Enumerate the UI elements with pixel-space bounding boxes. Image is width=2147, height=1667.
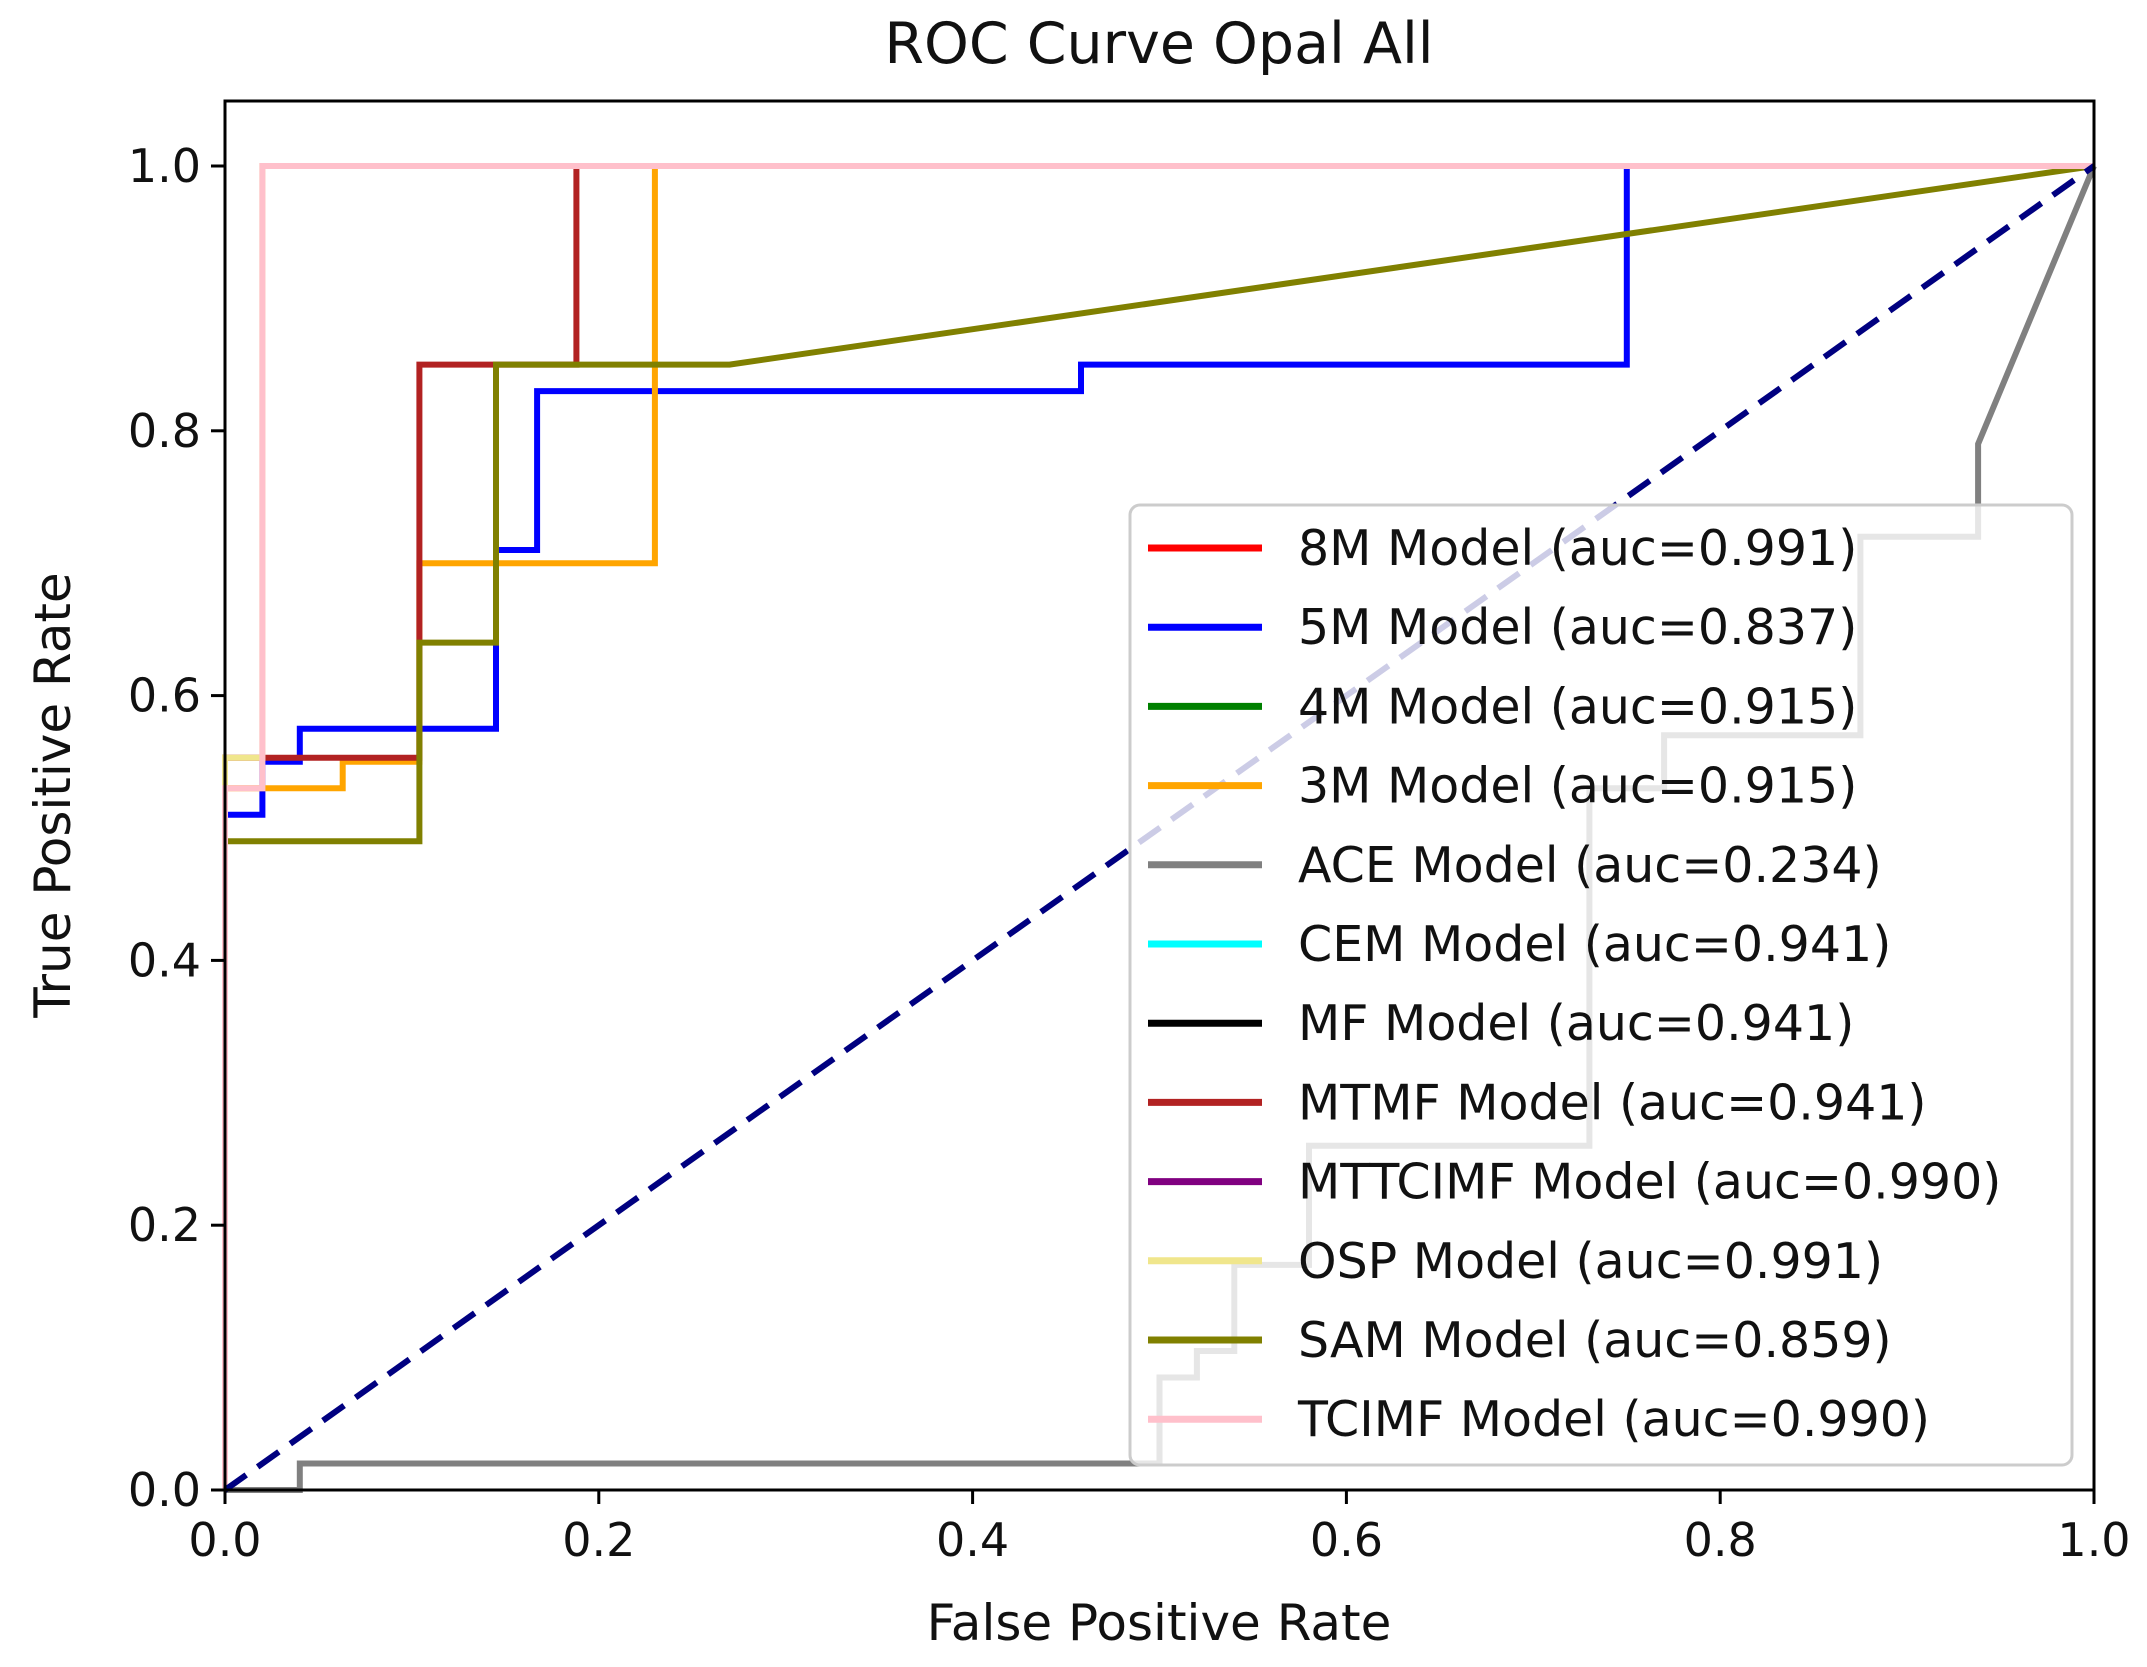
plot-frame: [223, 99, 2096, 1492]
legend-label-8m-model: 8M Model (auc=0.991): [1298, 520, 1857, 577]
legend-label-sam-model: SAM Model (auc=0.859): [1298, 1312, 1892, 1369]
x-tick-label: 1.0: [2057, 1513, 2130, 1567]
x-tick-label: 0.2: [562, 1513, 635, 1567]
x-tick-label: 0.8: [1684, 1513, 1757, 1567]
y-tick-label: 1.0: [128, 139, 201, 193]
x-tick-label: 0.0: [188, 1513, 261, 1567]
legend-box: [1128, 503, 2074, 1467]
legend-label-mtmf-model: MTMF Model (auc=0.941): [1298, 1074, 1927, 1131]
legend-label-5m-model: 5M Model (auc=0.837): [1298, 599, 1857, 656]
legend-label-osp-model: OSP Model (auc=0.991): [1298, 1233, 1883, 1290]
y-tick-label: 0.0: [128, 1463, 201, 1517]
legend-label-4m-model: 4M Model (auc=0.915): [1298, 678, 1857, 735]
legend-label-tcimf-model: TCIMF Model (auc=0.990): [1297, 1391, 1930, 1448]
x-tick-label: 0.4: [936, 1513, 1009, 1567]
x-tick-label: 0.6: [1310, 1513, 1383, 1567]
y-axis-label: True Positive Rate: [24, 572, 82, 1018]
axis-ticks: 0.0 0.2 0.4 0.6 0.8 1.0 0.0 0.2 0.4 0.6 0.8 1.0: [128, 139, 2131, 1567]
y-tick-label: 0.8: [128, 404, 201, 458]
x-axis-label: False Positive Rate: [927, 1594, 1392, 1652]
y-tick-label: 0.4: [128, 933, 201, 987]
legend-label-cem-model: CEM Model (auc=0.941): [1298, 916, 1891, 973]
y-tick-label: 0.6: [128, 669, 201, 723]
chart-title: ROC Curve Opal All: [884, 11, 1433, 77]
legend-label-mf-model: MF Model (auc=0.941): [1298, 995, 1854, 1052]
legend-label-mttcimf-model: MTTCIMF Model (auc=0.990): [1298, 1154, 2001, 1211]
y-tick-label: 0.2: [128, 1198, 201, 1252]
legend-label-ace-model: ACE Model (auc=0.234): [1298, 837, 1882, 894]
series-line-sam-model: [222, 163, 2095, 1490]
legend-label-3m-model: 3M Model (auc=0.915): [1298, 758, 1857, 815]
legend: 8M Model (auc=0.991) 5M Model (auc=0.837)…: [1128, 503, 2074, 1467]
